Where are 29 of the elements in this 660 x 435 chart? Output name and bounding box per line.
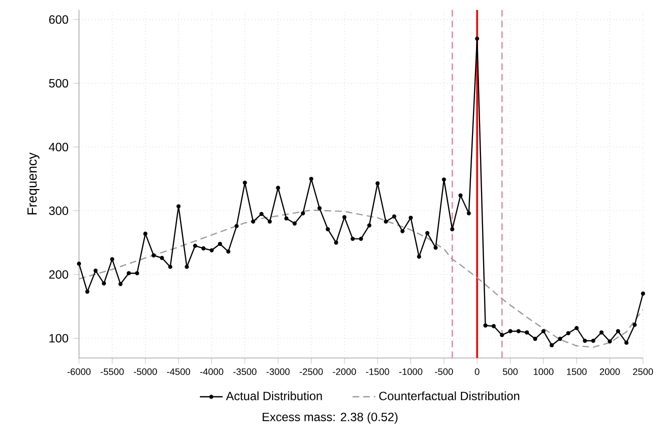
- x-tick-label: 1000: [534, 368, 554, 375]
- x-tick-label: -1000: [399, 368, 422, 375]
- x-tick-label: -3500: [233, 368, 256, 375]
- x-tick-label: -4000: [200, 368, 224, 375]
- x-tick-label: 2500: [633, 368, 653, 375]
- legend-label: Actual Distribution: [226, 391, 322, 400]
- x-tick-label: -2000: [332, 368, 356, 375]
- y-tick-label: 100: [50, 334, 68, 342]
- legend-label: Counterfactual Distribution: [379, 391, 520, 400]
- x-tick-label: 0: [474, 368, 480, 375]
- y-tick-label: 500: [49, 79, 68, 88]
- y-tick-label: 400: [48, 142, 68, 152]
- y-tick-label: 300: [49, 206, 68, 216]
- x-tick-label: 1500: [566, 368, 587, 375]
- x-tick-label: -4500: [167, 368, 190, 375]
- x-tick-label: -3000: [266, 368, 290, 375]
- x-tick-label: -2500: [300, 368, 323, 375]
- text: Excess mass: 2.38 (0.52): [262, 412, 398, 424]
- x-tick-label: -6000: [67, 368, 91, 375]
- x-tick-label: 2000: [600, 368, 620, 375]
- y-tick-label: 200: [49, 270, 68, 279]
- line-series: [79, 210, 643, 348]
- x-tick-label: -5500: [100, 368, 124, 375]
- y-axis-title: Frequency: [27, 152, 40, 214]
- x-tick-label: -1500: [366, 368, 390, 375]
- x-tick-label: -5000: [134, 368, 157, 375]
- y-tick-label: 600: [49, 15, 68, 24]
- x-tick-label: 500: [502, 368, 518, 375]
- x-tick-label: -500: [435, 368, 453, 375]
